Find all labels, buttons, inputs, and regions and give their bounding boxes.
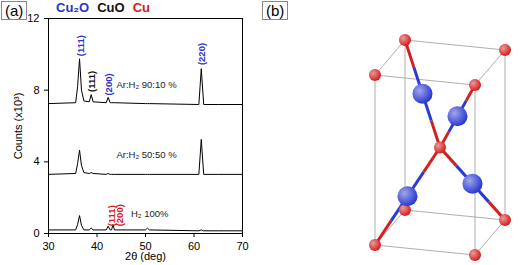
svg-text:8: 8 (33, 84, 39, 96)
svg-text:2θ (deg): 2θ (deg) (125, 250, 166, 262)
svg-text:H₂ 100%: H₂ 100% (131, 208, 169, 219)
html-text:CuO: CuO (97, 0, 125, 15)
svg-text:(111): (111) (106, 205, 118, 227)
svg-text:4: 4 (33, 155, 39, 167)
svg-text:70: 70 (236, 240, 248, 252)
svg-text:Counts (x10³): Counts (x10³) (12, 93, 24, 160)
svg-text:30: 30 (42, 240, 54, 252)
svg-text:12: 12 (27, 12, 39, 24)
svg-text:0: 0 (33, 227, 39, 239)
svg-text:(200): (200) (114, 204, 125, 226)
svg-text:(111): (111) (75, 35, 86, 56)
svg-text:40: 40 (91, 240, 103, 252)
html-text:(b): (b) (266, 2, 285, 19)
html-text:Cu: Cu (132, 0, 150, 15)
svg-text:Ar:H₂ 50:50 %: Ar:H₂ 50:50 % (116, 149, 177, 160)
svg-text:60: 60 (188, 240, 200, 252)
html-text:(a): (a) (5, 2, 24, 19)
svg-text:Ar:H₂ 90:10 %: Ar:H₂ 90:10 % (116, 79, 177, 90)
svg-text:(220): (220) (196, 43, 207, 65)
html-text:Cu₂O: Cu₂O (56, 0, 90, 15)
svg-text:(200): (200) (103, 73, 114, 95)
svg-text:(111): (111) (86, 71, 97, 92)
svg-text:50: 50 (139, 240, 152, 253)
